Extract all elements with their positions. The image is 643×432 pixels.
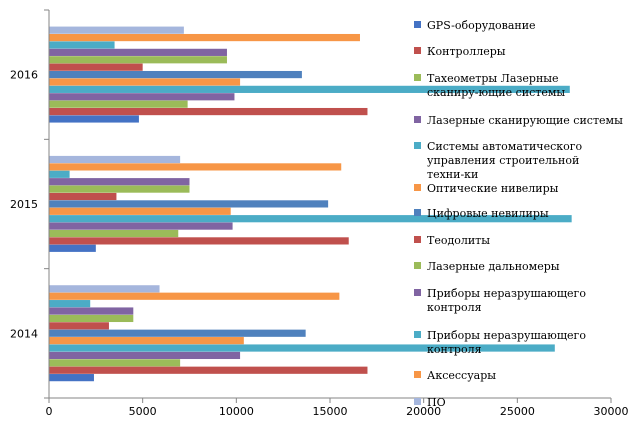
bar-2014-series-6	[49, 329, 306, 337]
axes-group: 0 5000 10000 15000 20000 25000 30000 2014 2015 20…	[10, 9, 629, 418]
bar-2014-series-1	[49, 366, 368, 374]
legend-swatch-8	[414, 262, 421, 269]
bar-2014-series-0	[49, 374, 94, 382]
bar-2016-series-4	[49, 85, 570, 93]
x-tick-label: 0	[46, 405, 53, 418]
bar-2015-series-1	[49, 237, 349, 245]
bar-2014-series-7	[49, 322, 109, 330]
legend-label-1: Контроллеры	[427, 45, 506, 58]
legend-label-3: Лазерные сканирующие системы	[427, 114, 623, 127]
category-label-2015: 2015	[10, 198, 38, 211]
legend-swatch-5	[414, 184, 421, 191]
legend-swatch-10	[414, 331, 421, 338]
legend-label-0: GPS-оборудование	[427, 19, 536, 32]
bar-2015-series-7	[49, 192, 117, 201]
bar-2015-series-12	[49, 155, 181, 164]
bar-2015-series-4	[49, 215, 572, 223]
bar-2016-series-0	[49, 115, 139, 123]
x-tick-label: 30000	[594, 405, 629, 418]
legend-label-11: Аксессуары	[427, 369, 496, 382]
bar-2015-series-10	[49, 170, 70, 178]
bar-2015-series-8	[49, 185, 190, 193]
bar-2016-series-7	[49, 63, 143, 71]
bar-2014-series-3	[49, 351, 241, 360]
legend-label-5: Оптические нивелиры	[427, 182, 559, 195]
bar-2015-series-9	[49, 178, 190, 186]
legend-swatch-7	[414, 236, 421, 243]
bars-group	[49, 26, 572, 382]
category-label-2016: 2016	[10, 69, 38, 82]
legend-label-9: Приборы неразрушающего контроля	[427, 287, 586, 314]
legend-swatch-12	[414, 398, 421, 405]
bar-2014-series-5	[49, 337, 244, 345]
bar-2016-series-6	[49, 70, 302, 79]
bar-2015-series-3	[49, 222, 233, 230]
bar-2015-series-11	[49, 163, 342, 171]
bar-2016-series-10	[49, 41, 115, 49]
bar-2016-series-9	[49, 48, 227, 56]
legend-swatch-6	[414, 209, 421, 216]
bar-2016-series-1	[49, 107, 368, 116]
legend-label-12: ПО	[427, 396, 446, 409]
legend-swatch-9	[414, 289, 421, 296]
legend-label-2: Тахеометры Лазерные сканиру-ющие системы	[427, 72, 565, 99]
x-tick-label: 5000	[129, 405, 157, 418]
legend-swatch-1	[414, 47, 421, 54]
legend-swatch-3	[414, 116, 421, 123]
bar-2014-series-12	[49, 285, 160, 293]
bar-2016-series-12	[49, 26, 184, 34]
legend: GPS-оборудование Контроллеры Тахеометры Ла…	[414, 19, 623, 409]
legend-swatch-0	[414, 21, 421, 28]
bar-2015-series-2	[49, 229, 179, 238]
legend-label-8: Лазерные дальномеры	[427, 260, 560, 273]
bar-2015-series-5	[49, 207, 231, 215]
legend-label-4: Системы автоматического управления строит…	[427, 140, 583, 181]
legend-swatch-4	[414, 142, 421, 149]
bar-2014-series-4	[49, 344, 555, 352]
bar-2016-series-5	[49, 78, 241, 86]
bar-2014-series-11	[49, 292, 340, 300]
bar-2015-series-0	[49, 244, 96, 252]
bar-2014-series-8	[49, 314, 134, 323]
bar-2016-series-11	[49, 33, 360, 42]
bar-2016-series-8	[49, 56, 227, 64]
bar-2014-series-9	[49, 307, 134, 315]
bar-2015-series-6	[49, 200, 329, 208]
legend-label-6: Цифровые невилиры	[427, 207, 549, 220]
category-label-2014: 2014	[10, 327, 38, 340]
legend-label-7: Теодолиты	[427, 234, 490, 247]
bar-2014-series-10	[49, 300, 91, 308]
legend-swatch-11	[414, 371, 421, 378]
bar-2014-series-2	[49, 359, 181, 367]
bar-2016-series-3	[49, 93, 235, 101]
x-tick-label: 20000	[406, 405, 441, 418]
x-tick-label: 25000	[500, 405, 535, 418]
x-tick-label: 10000	[219, 405, 254, 418]
bar-2016-series-2	[49, 100, 188, 108]
legend-label-10: Приборы неразрушающего контроля	[427, 329, 586, 356]
x-tick-label: 15000	[313, 405, 348, 418]
legend-swatch-2	[414, 74, 421, 81]
